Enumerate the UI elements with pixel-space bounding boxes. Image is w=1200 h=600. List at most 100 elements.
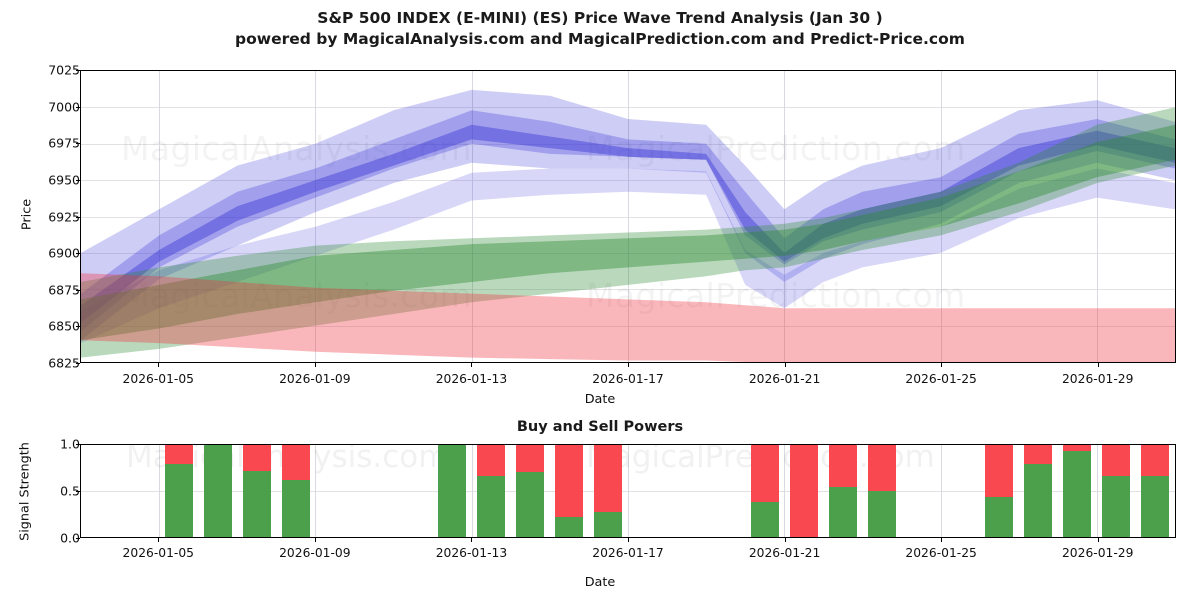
sell-power-segment <box>594 445 623 513</box>
signal-bar[interactable] <box>828 445 857 537</box>
signal-bar[interactable] <box>1024 445 1053 537</box>
price-gridline-v <box>471 71 473 362</box>
signal-x-tick-mark <box>158 538 160 542</box>
signal-bar[interactable] <box>555 445 584 537</box>
signal-bar[interactable] <box>1141 445 1170 537</box>
signal-x-tick-mark <box>628 538 629 542</box>
price-y-tick-label: 6975 <box>48 135 80 151</box>
sell-power-segment <box>789 445 818 537</box>
price-x-axis-label: Date <box>584 392 616 407</box>
signal-bar[interactable] <box>867 445 896 537</box>
signal-bar[interactable] <box>1102 445 1131 537</box>
signal-bar[interactable] <box>516 445 545 537</box>
signal-bar[interactable] <box>164 445 193 537</box>
signal-bar[interactable] <box>438 445 467 537</box>
signal-bar[interactable] <box>203 445 232 537</box>
signal-bar[interactable] <box>477 445 506 537</box>
signal-x-tick-label: 2026-01-17 <box>592 546 664 560</box>
price-x-tick-mark <box>471 363 473 367</box>
sell-power-segment <box>1141 445 1170 477</box>
sell-power-segment <box>164 445 193 465</box>
price-x-tick-mark <box>1097 363 1099 367</box>
buy-power-segment <box>1063 450 1092 537</box>
signal-gridline-v <box>315 445 317 537</box>
price-x-tick-label: 2026-01-25 <box>905 372 977 386</box>
price-y-tick-mark <box>76 289 80 291</box>
price-band-3 <box>81 168 1175 344</box>
sell-power-segment <box>1063 445 1092 451</box>
signal-x-tick-mark <box>1097 538 1099 542</box>
buy-power-segment <box>203 445 232 537</box>
sell-power-segment <box>1024 445 1053 465</box>
price-x-tick-label: 2026-01-29 <box>1061 372 1134 386</box>
price-band-6 <box>81 273 1175 362</box>
buy-power-segment <box>594 512 623 537</box>
signal-bar[interactable] <box>281 445 310 537</box>
buy-power-segment <box>516 471 545 537</box>
signal-gridline-v <box>1096 445 1098 537</box>
price-band-0 <box>81 89 1175 341</box>
signal-bar[interactable] <box>985 445 1014 537</box>
buy-power-segment <box>164 464 193 537</box>
title-line-1: S&P 500 INDEX (E-MINI) (ES) Price Wave T… <box>317 9 883 27</box>
signal-bar[interactable] <box>750 445 779 537</box>
price-y-axis-label: Price <box>19 198 35 231</box>
price-y-tick-label: 6900 <box>48 245 80 261</box>
price-gridline-v <box>1096 71 1098 362</box>
signal-x-tick-label: 2026-01-25 <box>905 546 977 560</box>
price-band-2 <box>81 124 1175 323</box>
signal-x-tick-mark <box>784 538 786 542</box>
signal-bar[interactable] <box>1063 445 1092 537</box>
price-wave-bands <box>81 89 1175 362</box>
price-y-tick-label: 6825 <box>48 355 80 371</box>
signal-gridline-v <box>628 445 629 537</box>
price-x-tick-label: 2026-01-13 <box>435 372 508 386</box>
buy-sell-plot-area: MagicalAnalysis.comMagicalPrediction.com <box>80 444 1176 538</box>
sell-power-segment <box>1102 445 1131 477</box>
signal-x-tick-label: 2026-01-05 <box>122 546 195 560</box>
sell-power-segment <box>281 445 310 480</box>
price-band-5 <box>81 124 1175 341</box>
price-y-tick-mark <box>76 326 80 328</box>
sell-power-segment <box>985 445 1014 497</box>
buy-power-segment <box>828 487 857 537</box>
price-y-tick-mark <box>76 106 80 108</box>
buy-power-segment <box>985 496 1014 537</box>
price-plot-area: MagicalAnalysis.comMagicalPrediction.com… <box>80 70 1176 363</box>
page-title: S&P 500 INDEX (E-MINI) (ES) Price Wave T… <box>0 8 1200 50</box>
buy-sell-panel: MagicalAnalysis.comMagicalPrediction.com… <box>0 437 1200 600</box>
price-y-tick-mark <box>76 70 80 71</box>
signal-x-tick-label: 2026-01-29 <box>1061 546 1134 560</box>
signal-x-tick-label: 2026-01-21 <box>748 546 821 560</box>
signal-y-tick-mark <box>76 444 80 445</box>
signal-x-tick-label: 2026-01-09 <box>279 546 351 560</box>
price-wave-panel: MagicalAnalysis.comMagicalPrediction.com… <box>0 60 1200 407</box>
price-gridline-v <box>628 71 629 362</box>
signal-y-tick-label: 0.5 <box>60 483 80 499</box>
buy-sell-title: Buy and Sell Powers <box>516 419 684 435</box>
price-y-tick-mark <box>76 216 80 218</box>
sell-power-segment <box>828 445 857 488</box>
price-x-tick-label: 2026-01-21 <box>748 372 821 386</box>
sell-power-segment <box>750 445 779 503</box>
buy-power-segment <box>750 502 779 537</box>
signal-bar[interactable] <box>789 445 818 537</box>
price-x-tick-label: 2026-01-17 <box>592 372 664 386</box>
price-gridline-v <box>159 71 161 362</box>
buy-power-segment <box>867 491 896 537</box>
sell-power-segment <box>242 445 271 471</box>
price-band-4 <box>81 107 1175 358</box>
buy-power-segment <box>242 470 271 537</box>
price-gridline-v <box>940 71 942 362</box>
buy-power-segment <box>438 445 467 537</box>
signal-bar[interactable] <box>594 445 623 537</box>
buy-power-segment <box>555 516 584 537</box>
signal-bar[interactable] <box>242 445 271 537</box>
sell-power-segment <box>867 445 896 491</box>
price-x-tick-mark <box>158 363 160 367</box>
signal-x-axis-label: Date <box>584 575 616 590</box>
price-x-tick-mark <box>314 363 316 367</box>
price-gridline-v <box>784 71 786 362</box>
price-y-tick-label: 6925 <box>48 209 80 224</box>
